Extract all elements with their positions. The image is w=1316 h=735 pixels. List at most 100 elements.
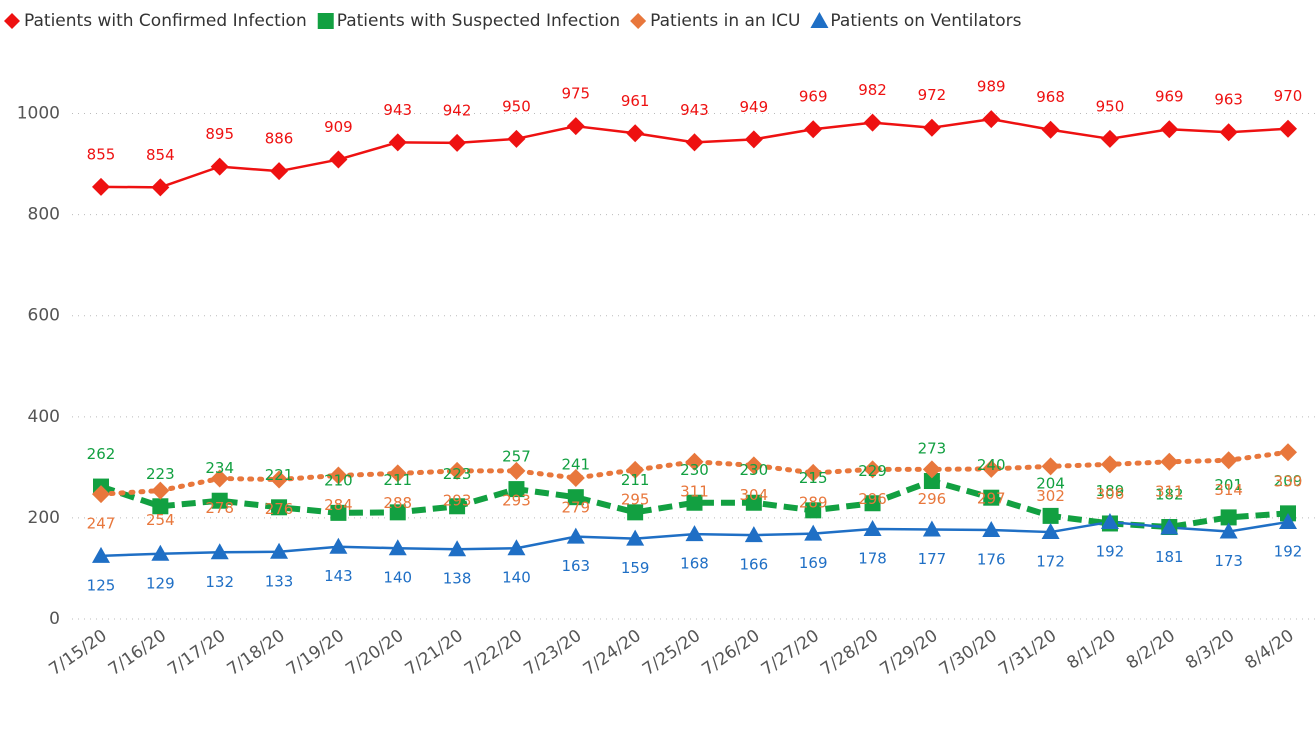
data-label: 293: [502, 491, 531, 509]
marker: [1041, 523, 1060, 540]
marker: [388, 133, 407, 152]
data-label: 963: [1214, 91, 1243, 109]
x-tick-label: 8/1/20: [1063, 626, 1119, 674]
marker: [685, 525, 704, 542]
data-label: 311: [680, 482, 709, 500]
data-label: 192: [1274, 542, 1303, 560]
data-label: 178: [858, 550, 887, 568]
x-tick-label: 7/31/20: [995, 626, 1060, 680]
data-label: 181: [1155, 548, 1184, 566]
data-label: 909: [324, 118, 353, 136]
data-label: 173: [1214, 552, 1243, 570]
marker: [92, 546, 110, 563]
data-label: 143: [324, 567, 353, 585]
data-label: 230: [740, 461, 769, 479]
data-label: 132: [205, 573, 234, 591]
y-tick-label: 1000: [17, 104, 60, 124]
data-label: 969: [799, 88, 828, 106]
data-label: 240: [977, 456, 1006, 474]
marker: [1160, 452, 1179, 471]
data-label: 970: [1274, 87, 1303, 105]
marker: [685, 133, 704, 152]
data-label: 949: [740, 98, 769, 116]
data-label: 166: [740, 556, 769, 574]
marker: [922, 460, 941, 479]
marker: [864, 495, 881, 512]
marker: [982, 110, 1001, 129]
marker: [151, 544, 170, 561]
marker: [448, 540, 467, 557]
marker: [1042, 507, 1059, 524]
marker: [922, 118, 941, 137]
marker: [983, 489, 1000, 506]
marker: [626, 124, 645, 143]
legend-label: Patients on Ventilators: [830, 11, 1021, 31]
data-label: 215: [799, 469, 828, 487]
data-label: 311: [1155, 482, 1184, 500]
data-label: 982: [858, 81, 887, 99]
data-label: 854: [146, 146, 175, 164]
x-tick-label: 7/16/20: [105, 626, 170, 680]
data-label: 182: [1155, 486, 1184, 504]
marker: [508, 481, 525, 498]
marker: [744, 526, 763, 543]
marker: [805, 502, 822, 519]
data-label: 975: [561, 85, 590, 103]
marker: [449, 498, 466, 515]
y-tick-label: 600: [28, 306, 60, 326]
marker: [685, 452, 704, 471]
x-tick-label: 7/21/20: [402, 626, 467, 680]
marker: [804, 524, 823, 541]
x-tick-label: 8/4/20: [1241, 626, 1297, 674]
data-label: 279: [561, 498, 590, 516]
data-label: 262: [87, 445, 116, 463]
data-label: 943: [383, 101, 412, 119]
data-label: 961: [621, 92, 650, 110]
data-label: 943: [680, 101, 709, 119]
marker: [270, 470, 289, 489]
data-label: 855: [87, 145, 116, 163]
marker: [211, 492, 228, 509]
marker: [329, 150, 348, 169]
data-label: 284: [324, 496, 353, 514]
x-tick-label: 7/23/20: [520, 626, 585, 680]
data-label: 163: [561, 557, 590, 575]
marker: [210, 543, 229, 560]
x-tick-label: 7/15/20: [46, 626, 111, 680]
x-tick-label: 7/24/20: [580, 626, 645, 680]
series-line: [100, 478, 1289, 531]
x-tick-label: 7/22/20: [461, 626, 526, 680]
marker: [151, 481, 170, 500]
y-tick-label: 0: [49, 609, 60, 629]
data-label: 129: [146, 574, 175, 592]
data-label: 297: [977, 489, 1006, 507]
marker: [863, 520, 882, 537]
marker: [1041, 457, 1060, 476]
marker: [1160, 120, 1179, 139]
marker: [982, 521, 1001, 538]
marker: [626, 529, 645, 546]
data-label: 302: [1036, 487, 1065, 505]
data-label: 204: [1036, 474, 1065, 492]
marker: [1279, 512, 1297, 529]
marker: [1100, 129, 1119, 148]
data-label: 201: [1214, 476, 1243, 494]
marker: [1279, 443, 1297, 462]
data-label: 969: [1155, 88, 1184, 106]
data-label: 189: [1096, 482, 1125, 500]
y-tick-label: 800: [28, 205, 60, 225]
marker: [982, 459, 1001, 478]
data-label: 942: [443, 101, 472, 119]
data-label: 276: [265, 500, 294, 518]
data-label: 972: [918, 86, 947, 104]
x-tick-label: 7/18/20: [224, 626, 289, 680]
marker: [745, 494, 762, 511]
x-tick-label: 7/29/20: [876, 626, 941, 680]
data-label: 296: [918, 490, 947, 508]
marker: [448, 133, 467, 152]
marker: [1100, 512, 1119, 529]
x-tick-label: 7/26/20: [698, 626, 763, 680]
y-tick-label: 400: [28, 407, 60, 427]
marker: [507, 539, 526, 556]
marker: [922, 520, 941, 537]
